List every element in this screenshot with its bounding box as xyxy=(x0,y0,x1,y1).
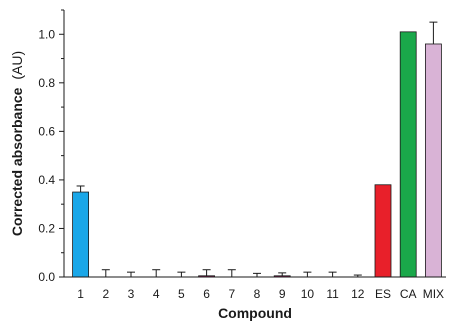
x-tick-label-2: 2 xyxy=(102,287,109,301)
x-tick-label-12: 12 xyxy=(351,287,365,301)
y-axis-ticks: 0.0 0.2 0.4 0.6 0.8 1.0 xyxy=(38,9,64,284)
x-tick-label-5: 5 xyxy=(178,287,185,301)
x-tick-label-11: 11 xyxy=(326,287,339,301)
x-tick-label-6: 6 xyxy=(203,287,210,301)
y-axis-title: Corrected absorbance (AU) xyxy=(9,51,25,236)
y-tick-label: 0.2 xyxy=(38,221,55,235)
y-tick-label: 0.0 xyxy=(38,270,55,284)
x-tick-label-3: 3 xyxy=(128,287,135,301)
bar-MIX xyxy=(424,43,442,278)
x-tick-label-CA: CA xyxy=(400,287,417,301)
y-axis-title-unit: (AU) xyxy=(9,51,25,80)
bar-ES xyxy=(374,184,392,278)
x-tick-label-10: 10 xyxy=(301,287,315,301)
x-tick-label-1: 1 xyxy=(77,287,84,301)
x-tick-label-ES: ES xyxy=(375,287,391,301)
bars xyxy=(72,21,442,278)
x-tick-label-8: 8 xyxy=(254,287,261,301)
y-tick-label: 1.0 xyxy=(38,27,55,41)
y-tick-label: 0.8 xyxy=(38,76,55,90)
x-tick-label-7: 7 xyxy=(228,287,235,301)
bar-1 xyxy=(72,191,89,278)
x-axis-tick-labels: 1 2 3 4 5 6 7 8 9 10 11 12 ES CA MIX xyxy=(77,287,444,301)
y-tick-label: 0.6 xyxy=(38,124,55,138)
x-axis-title: Compound xyxy=(218,305,292,321)
bar-CA xyxy=(399,31,417,278)
x-tick-label-4: 4 xyxy=(153,287,160,301)
x-tick-label-MIX: MIX xyxy=(423,287,444,301)
x-tick-label-9: 9 xyxy=(279,287,286,301)
y-axis-title-main: Corrected absorbance xyxy=(9,87,25,236)
y-tick-label: 0.4 xyxy=(38,173,55,187)
